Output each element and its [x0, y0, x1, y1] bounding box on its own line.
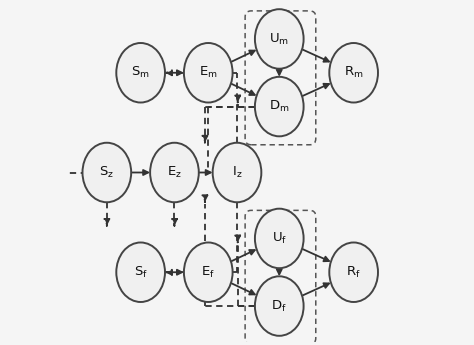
Text: $\mathrm{S_{m}}$: $\mathrm{S_{m}}$ [131, 65, 150, 80]
Ellipse shape [255, 77, 304, 136]
Text: $\mathrm{E_{z}}$: $\mathrm{E_{z}}$ [167, 165, 182, 180]
Ellipse shape [116, 43, 165, 102]
Text: $\mathrm{D_{m}}$: $\mathrm{D_{m}}$ [269, 99, 290, 114]
Ellipse shape [255, 9, 304, 69]
Ellipse shape [329, 43, 378, 102]
Text: $\mathrm{E_{f}}$: $\mathrm{E_{f}}$ [201, 265, 215, 280]
Text: $\mathrm{S_{f}}$: $\mathrm{S_{f}}$ [134, 265, 147, 280]
Text: $\mathrm{D_{f}}$: $\mathrm{D_{f}}$ [272, 298, 287, 314]
Ellipse shape [150, 143, 199, 202]
Ellipse shape [184, 243, 233, 302]
Text: $\mathrm{E_{m}}$: $\mathrm{E_{m}}$ [199, 65, 218, 80]
Text: $\mathrm{R_{m}}$: $\mathrm{R_{m}}$ [344, 65, 364, 80]
Ellipse shape [184, 43, 233, 102]
Text: $\mathrm{U_{m}}$: $\mathrm{U_{m}}$ [269, 31, 289, 47]
Ellipse shape [82, 143, 131, 202]
Ellipse shape [255, 276, 304, 336]
Ellipse shape [255, 209, 304, 268]
Text: $\mathrm{R_{f}}$: $\mathrm{R_{f}}$ [346, 265, 361, 280]
Ellipse shape [213, 143, 261, 202]
Text: $\mathrm{U_{f}}$: $\mathrm{U_{f}}$ [272, 231, 287, 246]
Ellipse shape [329, 243, 378, 302]
Ellipse shape [116, 243, 165, 302]
Text: $\mathrm{I_{z}}$: $\mathrm{I_{z}}$ [232, 165, 242, 180]
Text: $\mathrm{S_{z}}$: $\mathrm{S_{z}}$ [100, 165, 114, 180]
